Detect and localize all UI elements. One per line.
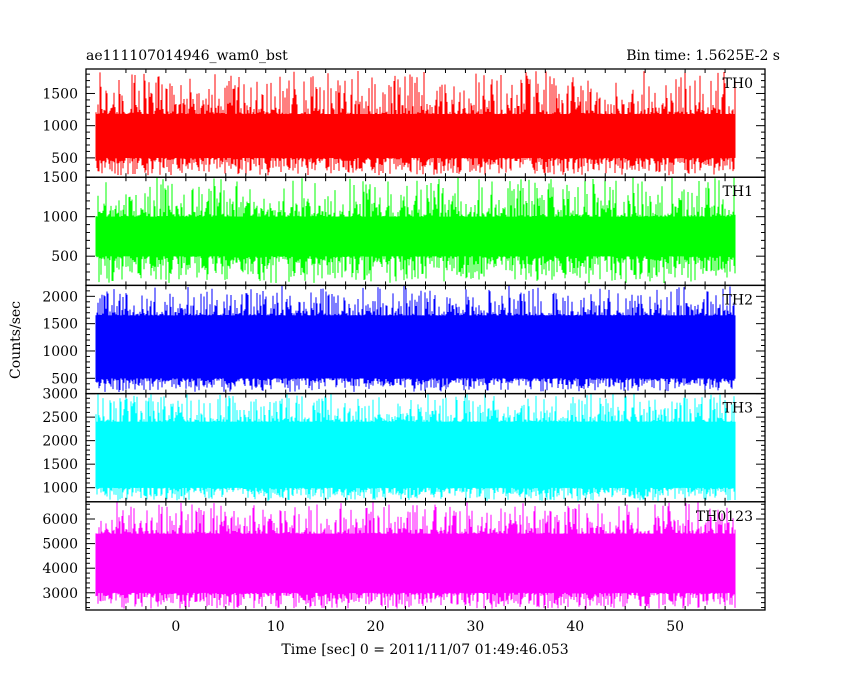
y-tick-label: 5000 [42,537,78,553]
x-tick-label: 0 [171,619,180,635]
x-tick-label: 50 [666,619,684,635]
trace-core-th1 [95,216,736,257]
x-tick-label: 20 [367,619,385,635]
panel-label-th3: TH3 [723,401,753,417]
y-tick-label: 1000 [42,210,78,226]
chart-title-left: ae111107014946_wam0_bst [86,48,288,64]
panel-label-th0123: TH0123 [696,509,753,525]
panel-label-th0: TH0 [723,76,753,92]
x-tick-label: 30 [467,619,485,635]
traces-layer [95,71,736,609]
y-tick-label: 1500 [42,457,78,473]
x-axis-ticks: 0 10 20 30 40 50 [125,69,726,635]
panel-labels: TH0 TH1 TH2 TH3 TH0123 [696,76,753,525]
y-tick-label: 2500 [42,410,78,426]
y-tick-label: 500 [51,249,78,265]
y-tick-label: 1000 [42,481,78,497]
y-tick-label: 2000 [42,434,78,450]
trace-core-th2 [95,315,736,379]
x-tick-label: 10 [267,619,285,635]
y-tick-label: 1000 [42,119,78,135]
y-tick-label: 1500 [42,170,78,186]
x-tick-label: 40 [566,619,584,635]
y-tick-label: 3000 [42,387,78,403]
panel-label-th2: TH2 [723,292,753,308]
y-tick-label: 1000 [42,344,78,360]
trace-core-th0123 [95,533,736,593]
y-tick-label: 6000 [42,512,78,528]
y-tick-label: 500 [51,371,78,387]
trace-core-th0 [95,114,736,158]
y-tick-label: 4000 [42,561,78,577]
y-tick-label: 3000 [42,586,78,602]
y-axis-ticks: 500 1000 1500 500 1000 1500 500 1000 1500 2000 100… [42,73,765,609]
y-tick-label: 1500 [42,86,78,102]
trace-core-th3 [95,421,736,488]
y-tick-label: 1500 [42,317,78,333]
y-tick-label: 500 [51,151,78,167]
x-axis-label: Time [sec] 0 = 2011/11/07 01:49:46.053 [281,642,568,658]
y-tick-label: 2000 [42,289,78,305]
panel-label-th1: TH1 [723,184,753,200]
chart-title-right: Bin time: 1.5625E-2 s [626,48,780,64]
y-axis-label: Counts/sec [8,301,24,379]
